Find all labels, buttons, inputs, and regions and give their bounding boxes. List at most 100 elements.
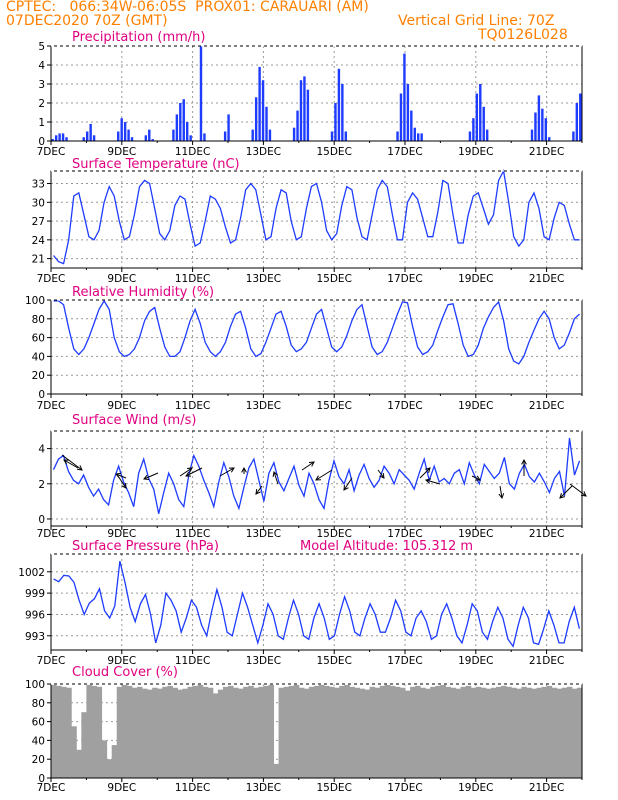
cloud-bar: [405, 690, 411, 778]
precip-bar: [179, 103, 182, 141]
precip-frame: [50, 45, 583, 142]
wind-xtick-label: 15DEC: [316, 528, 351, 540]
cloud-bar: [116, 686, 123, 778]
wind-xtick-label: 11DEC: [175, 528, 210, 540]
precip-bar: [468, 131, 472, 141]
cloud-ytick-label: 40: [32, 735, 45, 747]
precip-bar: [344, 131, 348, 141]
wind-xtick-label: 7DEC: [37, 528, 66, 540]
temp-xtick-label: 13DEC: [246, 273, 281, 285]
precip-bar: [120, 118, 123, 141]
precip-bar: [51, 139, 54, 141]
cloud-bar: [420, 687, 426, 778]
precip-xtick-label: 15DEC: [316, 146, 351, 158]
precip-xtick-label: 19DEC: [458, 146, 493, 158]
rh-xtick-label: 21DEC: [529, 400, 564, 412]
press-ytick-label: 999: [25, 588, 45, 600]
temp-title: Surface Temperature (nC): [72, 157, 240, 172]
precip-bar: [537, 95, 541, 141]
cloud-bar: [455, 688, 462, 778]
cloud-bar: [207, 687, 214, 778]
precip-bar: [575, 103, 579, 141]
wind-arrow-head: [143, 474, 150, 480]
cloud-xtick-label: 19DEC: [458, 782, 493, 794]
cloud-bar: [56, 685, 62, 778]
precip-bar: [185, 122, 189, 141]
wind-arrow: [569, 483, 587, 497]
precip-bar: [89, 123, 92, 141]
cloud-bar: [561, 687, 568, 778]
rh-xtick-label: 19DEC: [458, 400, 493, 412]
wind-arrow-head: [379, 472, 385, 479]
panel-temp: Surface Temperature (nC) 21 24 27 30 33 7DEC 9D…: [32, 157, 583, 285]
precip-bar: [396, 131, 399, 141]
precip-bar: [341, 84, 344, 141]
precip-bar: [413, 127, 416, 141]
precip-bar: [485, 129, 489, 141]
cloud-bar: [324, 685, 330, 778]
cloud-bar: [460, 686, 467, 778]
wind-arrow: [471, 475, 481, 481]
cloud-bar: [182, 688, 189, 778]
cloud-xtick-label: 17DEC: [387, 782, 422, 794]
wind-arrow-head: [474, 475, 481, 481]
precip-bar: [337, 68, 341, 141]
precip-bar: [199, 46, 203, 141]
cloud-bar: [303, 688, 310, 778]
cloud-ytick-label: 20: [32, 754, 45, 766]
cloud-bar: [465, 685, 472, 778]
cloud-bar: [501, 685, 507, 778]
cloud-bar: [490, 687, 497, 778]
cloud-bar: [172, 687, 178, 778]
cloud-bar: [496, 686, 502, 778]
precip-title: Precipitation (mm/h): [72, 30, 205, 45]
wind-arrow-head: [343, 484, 349, 491]
cloud-bar: [506, 686, 512, 778]
precip-ytick-label: 3: [38, 79, 45, 91]
cloud-bar: [308, 686, 315, 778]
wind-xtick-label: 9DEC: [107, 528, 136, 540]
wind-arrow-head: [308, 461, 315, 467]
precip-bar: [472, 118, 475, 141]
cloud-bar: [349, 686, 355, 778]
wind-arrow: [63, 459, 79, 469]
cloud-bar: [187, 686, 194, 778]
press-series-line: [53, 560, 581, 648]
cloud-bar: [278, 687, 285, 778]
precip-bar: [227, 114, 230, 141]
rh-xtick-label: 9DEC: [107, 400, 136, 412]
wind-arrow-head: [580, 491, 587, 497]
press-ytick-label: 1002: [18, 567, 45, 579]
wind-arrow: [179, 467, 193, 477]
temp-ytick-label: 33: [32, 179, 45, 191]
cloud-bar: [273, 763, 280, 778]
cloud-bar: [329, 686, 335, 778]
precip-bar: [189, 135, 192, 141]
wind-arrow: [185, 467, 203, 477]
wind-arrow-head: [315, 475, 322, 481]
rh-xtick-label: 17DEC: [387, 400, 422, 412]
precip-bar: [334, 103, 337, 141]
cloud-xtick-label: 13DEC: [246, 782, 281, 794]
wind-arrow: [343, 477, 353, 491]
precip-bar: [254, 97, 258, 141]
press-xtick-label: 13DEC: [246, 655, 281, 667]
precip-bar: [303, 76, 306, 141]
wind-xtick-label: 21DEC: [529, 528, 564, 540]
precip-bar: [299, 80, 303, 141]
cloud-bar: [551, 687, 558, 778]
precip-bar: [268, 129, 272, 141]
precip-xtick-label: 17DEC: [387, 146, 422, 158]
cloud-bar: [475, 686, 482, 778]
cloud-bar: [384, 684, 391, 778]
wind-arrow-head: [424, 478, 431, 484]
temp-xtick-label: 7DEC: [37, 273, 66, 285]
wind-series-line: [52, 437, 581, 514]
cloud-bar: [147, 689, 153, 778]
cloud-bar: [86, 684, 92, 778]
rh-ytick-label: 60: [32, 333, 45, 345]
wind-arrow: [425, 479, 441, 485]
press-xtick-label: 11DEC: [175, 655, 210, 667]
precip-bar: [123, 122, 127, 141]
precip-bar: [144, 135, 148, 141]
